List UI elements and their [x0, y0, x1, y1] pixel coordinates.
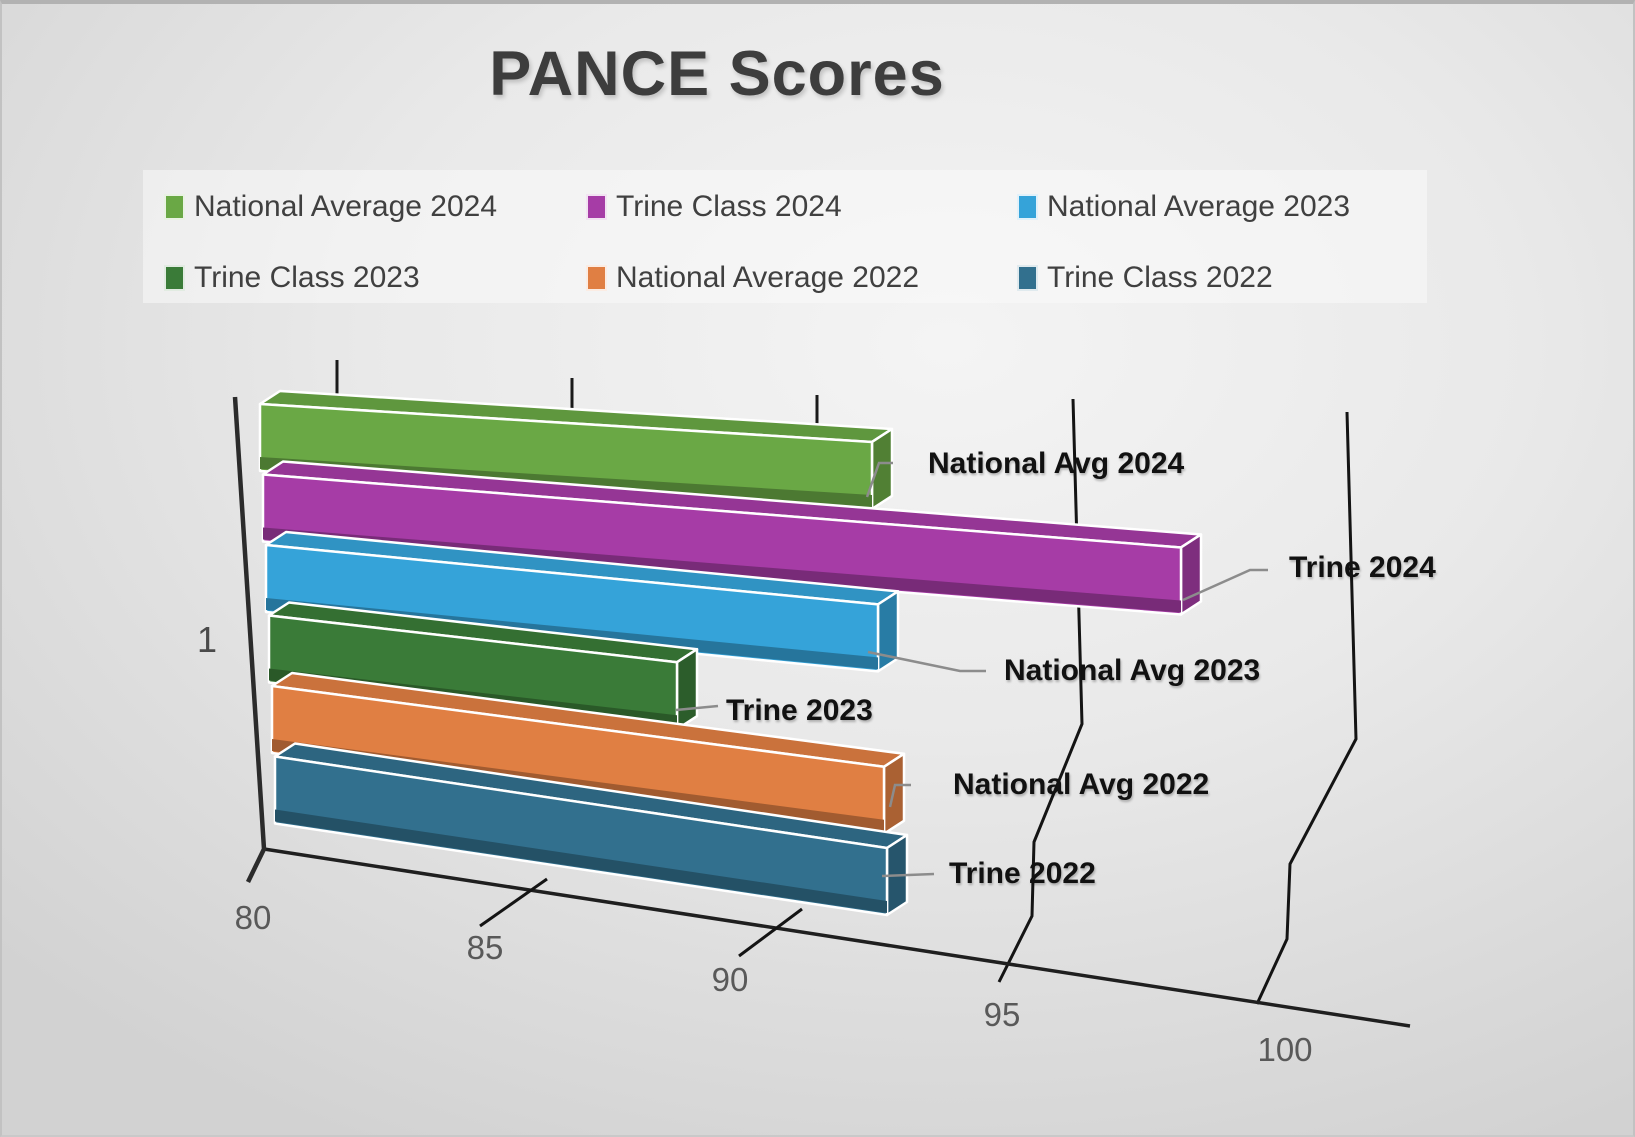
- legend-swatch-icon: [586, 265, 607, 291]
- legend-label: National Average 2023: [1047, 190, 1351, 223]
- bar-end-face: [675, 647, 699, 731]
- callout-leader-trine-class-2024: [1182, 568, 1268, 602]
- legend-label: Trine Class 2024: [616, 190, 842, 223]
- value-axis-label-80: 80: [235, 899, 272, 936]
- value-axis-label-85: 85: [467, 929, 504, 966]
- callout-leader-national-average-2023: [867, 650, 986, 673]
- value-axis-label-95: 95: [984, 996, 1021, 1033]
- value-axis-label-100: 100: [1257, 1031, 1312, 1068]
- legend-swatch-icon: [1017, 265, 1038, 291]
- callout-leader-trine-class-2023: [675, 704, 719, 712]
- data-label-national-average-2022: National Avg 2022: [953, 768, 1209, 801]
- bar-trine-class-2024: [261, 460, 1203, 616]
- bar-end-face: [870, 427, 894, 511]
- legend-swatch-icon: [1017, 194, 1038, 220]
- legend-swatch-icon: [586, 194, 607, 220]
- gridline-100: [1255, 411, 1358, 1005]
- legend-label: National Average 2024: [194, 190, 498, 223]
- bar-front-face: [261, 473, 1183, 616]
- legend-swatch-icon: [164, 265, 185, 291]
- bar-trine-class-2022: [273, 742, 909, 917]
- chart-title: PANCE Scores: [489, 39, 945, 109]
- bar-bottom-shade: [263, 527, 1181, 613]
- legend-item-national-average-2023: National Average 2023: [1017, 190, 1350, 224]
- bar-end-face: [1179, 533, 1203, 616]
- callout-leader-national-average-2022: [888, 783, 911, 808]
- bar-bottom-shade: [275, 809, 887, 913]
- axis-tick-90: [738, 907, 803, 958]
- legend-label: Trine Class 2023: [194, 261, 420, 294]
- legend-label: Trine Class 2022: [1047, 261, 1273, 294]
- value-axis-label-90: 90: [712, 961, 749, 998]
- bar-chart-3d: 80 85 90 95 100 1 National Avg 2024 Trine 2024 N…: [197, 360, 1436, 1068]
- data-label-trine-class-2024: Trine 2024: [1289, 551, 1436, 584]
- gridline-95: [997, 398, 1084, 983]
- legend-item-trine-class-2023: Trine Class 2023: [164, 261, 420, 295]
- bar-national-average-2024: [258, 389, 894, 511]
- callout-leader-trine-class-2022: [881, 872, 935, 878]
- legend-item-national-average-2022: National Average 2022: [586, 261, 919, 295]
- data-label-national-average-2023: National Avg 2023: [1004, 654, 1260, 687]
- bar-bottom-shade: [260, 457, 872, 507]
- category-axis-line: [232, 396, 267, 883]
- axis-tick-85: [479, 877, 548, 928]
- legend: National Average 2024 Trine Class 2024 N…: [143, 170, 1427, 303]
- bar-end-face: [876, 590, 900, 673]
- value-axis-line: [263, 847, 1411, 1028]
- data-label-national-average-2024: National Avg 2024: [928, 447, 1185, 480]
- legend-label: National Average 2022: [616, 261, 920, 294]
- bar-front-face: [273, 755, 889, 917]
- data-label-trine-class-2023: Trine 2023: [726, 694, 873, 727]
- legend-item-national-average-2024: National Average 2024: [164, 190, 497, 224]
- data-label-trine-class-2022: Trine 2022: [949, 857, 1096, 890]
- legend-item-trine-class-2024: Trine Class 2024: [586, 190, 842, 224]
- category-axis-label: 1: [197, 619, 217, 660]
- callout-leader-national-average-2024: [865, 461, 893, 498]
- legend-swatch-icon: [164, 194, 185, 220]
- legend-item-trine-class-2022: Trine Class 2022: [1017, 261, 1273, 295]
- bar-front-face: [264, 543, 880, 673]
